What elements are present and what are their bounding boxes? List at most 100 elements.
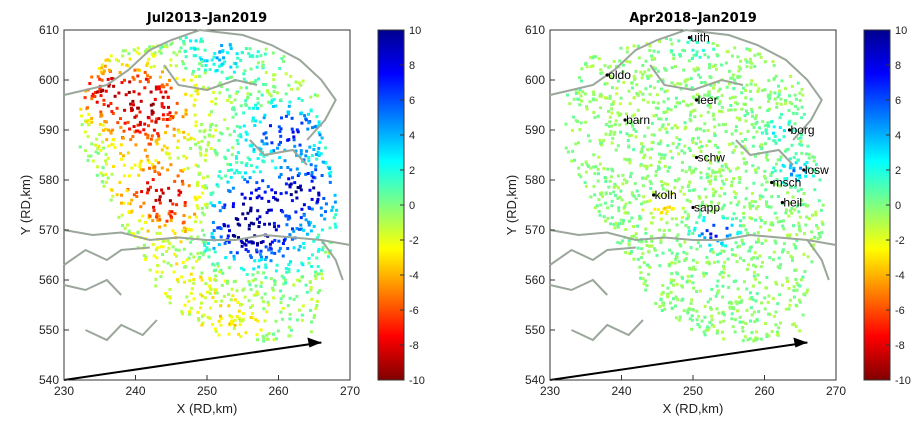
scatter-point (699, 81, 703, 84)
scatter-point (638, 215, 642, 218)
scatter-point (719, 63, 723, 67)
scatter-point (754, 207, 758, 211)
scatter-point (634, 69, 638, 73)
scatter-point (656, 142, 660, 146)
scatter-point (614, 119, 618, 123)
scatter-point (127, 229, 131, 233)
scatter-point (604, 219, 608, 223)
scatter-point (630, 191, 634, 195)
scatter-point (214, 151, 218, 155)
scatter-point (184, 55, 188, 59)
scatter-point (731, 217, 735, 221)
scatter-point (753, 116, 757, 120)
scatter-point (611, 76, 614, 80)
scatter-point (656, 167, 660, 171)
scatter-point (299, 227, 303, 231)
scatter-point (699, 127, 702, 131)
scatter-point (707, 167, 711, 171)
x-tick-label: 230 (540, 384, 560, 398)
scatter-point (776, 195, 780, 198)
scatter-point (580, 163, 584, 167)
scatter-point (164, 90, 168, 94)
scatter-point (228, 94, 232, 98)
scatter-point (262, 271, 265, 275)
scatter-point (272, 332, 275, 336)
scatter-point (696, 323, 700, 326)
scatter-point (224, 174, 228, 178)
scatter-point (123, 49, 127, 53)
scatter-point (693, 69, 697, 73)
scatter-point (677, 177, 681, 181)
scatter-point (259, 241, 263, 244)
scatter-point (246, 92, 250, 96)
scatter-point (264, 71, 268, 74)
scatter-point (214, 279, 218, 282)
scatter-point (218, 81, 222, 85)
scatter-point (259, 147, 263, 151)
scatter-point (734, 216, 738, 220)
scatter-point (324, 146, 327, 150)
scatter-point (692, 170, 696, 174)
scatter-point (302, 213, 306, 217)
scatter-point (735, 102, 739, 106)
scatter-point (240, 161, 244, 165)
scatter-point (120, 213, 124, 217)
scatter-point (151, 163, 155, 167)
scatter-point (798, 215, 802, 219)
scatter-point (203, 135, 207, 139)
scatter-point (260, 139, 264, 143)
scatter-point (580, 79, 583, 83)
scatter-point (740, 299, 744, 303)
scatter-point (731, 73, 735, 77)
scatter-point (161, 117, 165, 121)
scatter-point (101, 123, 105, 127)
scatter-point (143, 122, 147, 126)
scatter-point (146, 80, 150, 84)
scatter-point (786, 147, 790, 151)
scatter-point (251, 273, 255, 277)
scatter-point (255, 181, 259, 185)
scatter-point (103, 120, 107, 123)
scatter-point (160, 270, 164, 274)
scatter-point (752, 339, 756, 343)
scatter-point (232, 61, 236, 65)
scatter-point (716, 329, 719, 333)
scatter-point (223, 60, 227, 64)
scatter-point (663, 90, 667, 94)
scatter-point (645, 164, 649, 168)
scatter-point (242, 72, 246, 76)
scatter-point (798, 176, 802, 179)
scatter-point (255, 248, 258, 252)
scatter-point (311, 175, 315, 179)
scatter-point (724, 178, 728, 182)
scatter-point (713, 131, 716, 135)
scatter-point (139, 205, 143, 209)
scatter-point (331, 205, 335, 209)
scatter-point (597, 172, 600, 176)
scatter-point (289, 193, 293, 197)
scatter-point (794, 277, 798, 281)
scatter-point (176, 280, 180, 284)
scatter-point (738, 118, 742, 122)
scatter-point (179, 169, 183, 173)
scatter-point (677, 318, 681, 322)
scatter-point (241, 317, 245, 321)
scatter-point (289, 168, 293, 172)
scatter-point (319, 152, 323, 156)
scatter-point (734, 253, 737, 257)
scatter-point (680, 168, 684, 172)
scatter-point (296, 186, 300, 189)
scatter-point (286, 304, 290, 308)
scatter-point (574, 91, 578, 95)
scatter-point (117, 59, 120, 63)
scatter-point (786, 191, 790, 195)
scatter-point (740, 91, 744, 95)
scatter-point (317, 191, 321, 195)
scatter-point (299, 152, 303, 156)
scatter-point (201, 39, 204, 43)
scatter-point (658, 128, 662, 132)
scatter-point (632, 225, 635, 228)
scatter-point (153, 51, 157, 55)
scatter-point (798, 329, 802, 333)
scatter-point (698, 75, 702, 79)
